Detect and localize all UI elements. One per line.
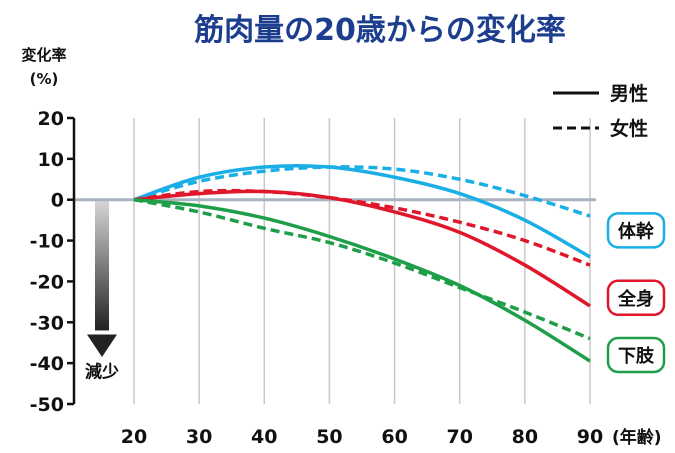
y-axis-label: 変化率: [21, 46, 66, 64]
x-axis-unit: (年齢): [612, 427, 662, 448]
series-line: [133, 197, 591, 363]
chart-title: 筋肉量の20歳からの変化率: [194, 13, 566, 48]
legend: 男性 女性: [553, 82, 648, 140]
y-tick-label: 10: [38, 149, 64, 171]
decrease-arrow-head: [87, 334, 117, 358]
category-label: 下肢: [618, 345, 655, 367]
legend-female-label: 女性: [610, 117, 648, 140]
x-tick-label: 60: [381, 426, 407, 448]
x-tick-label: 30: [186, 426, 212, 448]
y-tick-label: -40: [30, 353, 64, 375]
y-tick-label: -30: [30, 312, 64, 334]
x-tick-label: 80: [512, 426, 538, 448]
category-label: 全身: [617, 288, 654, 310]
y-tick-label: 20: [38, 108, 64, 130]
category-label: 体幹: [618, 220, 655, 242]
category-label-box: [606, 212, 666, 249]
y-axis: 20 10 0 -10 -20 -30 -40 -50: [30, 108, 76, 416]
series-lines: [133, 164, 591, 363]
y-tick-label: 0: [51, 190, 64, 212]
decrease-indicator: 減少: [85, 199, 119, 382]
decrease-label: 減少: [85, 361, 119, 382]
x-tick-label: 40: [251, 426, 277, 448]
x-tick-label: 20: [121, 426, 147, 448]
series-line: [133, 164, 591, 259]
legend-male-label: 男性: [610, 82, 648, 105]
series-line: [133, 188, 591, 267]
y-axis-unit: (%): [30, 70, 59, 88]
y-tick-label: -50: [30, 394, 64, 416]
x-axis: 20 30 40 50 60 70 80 90 (年齢): [121, 426, 662, 448]
x-tick-label: 90: [577, 426, 603, 448]
series-line: [133, 165, 591, 218]
x-tick-label: 50: [316, 426, 342, 448]
decrease-arrow-shaft: [95, 199, 109, 331]
category-label-box: [606, 336, 666, 374]
x-tick-label: 70: [446, 426, 472, 448]
grid: [133, 118, 591, 404]
category-label-box: [606, 279, 666, 317]
series-line: [133, 197, 591, 341]
y-tick-label: -20: [30, 271, 64, 293]
y-tick-label: -10: [30, 231, 64, 253]
